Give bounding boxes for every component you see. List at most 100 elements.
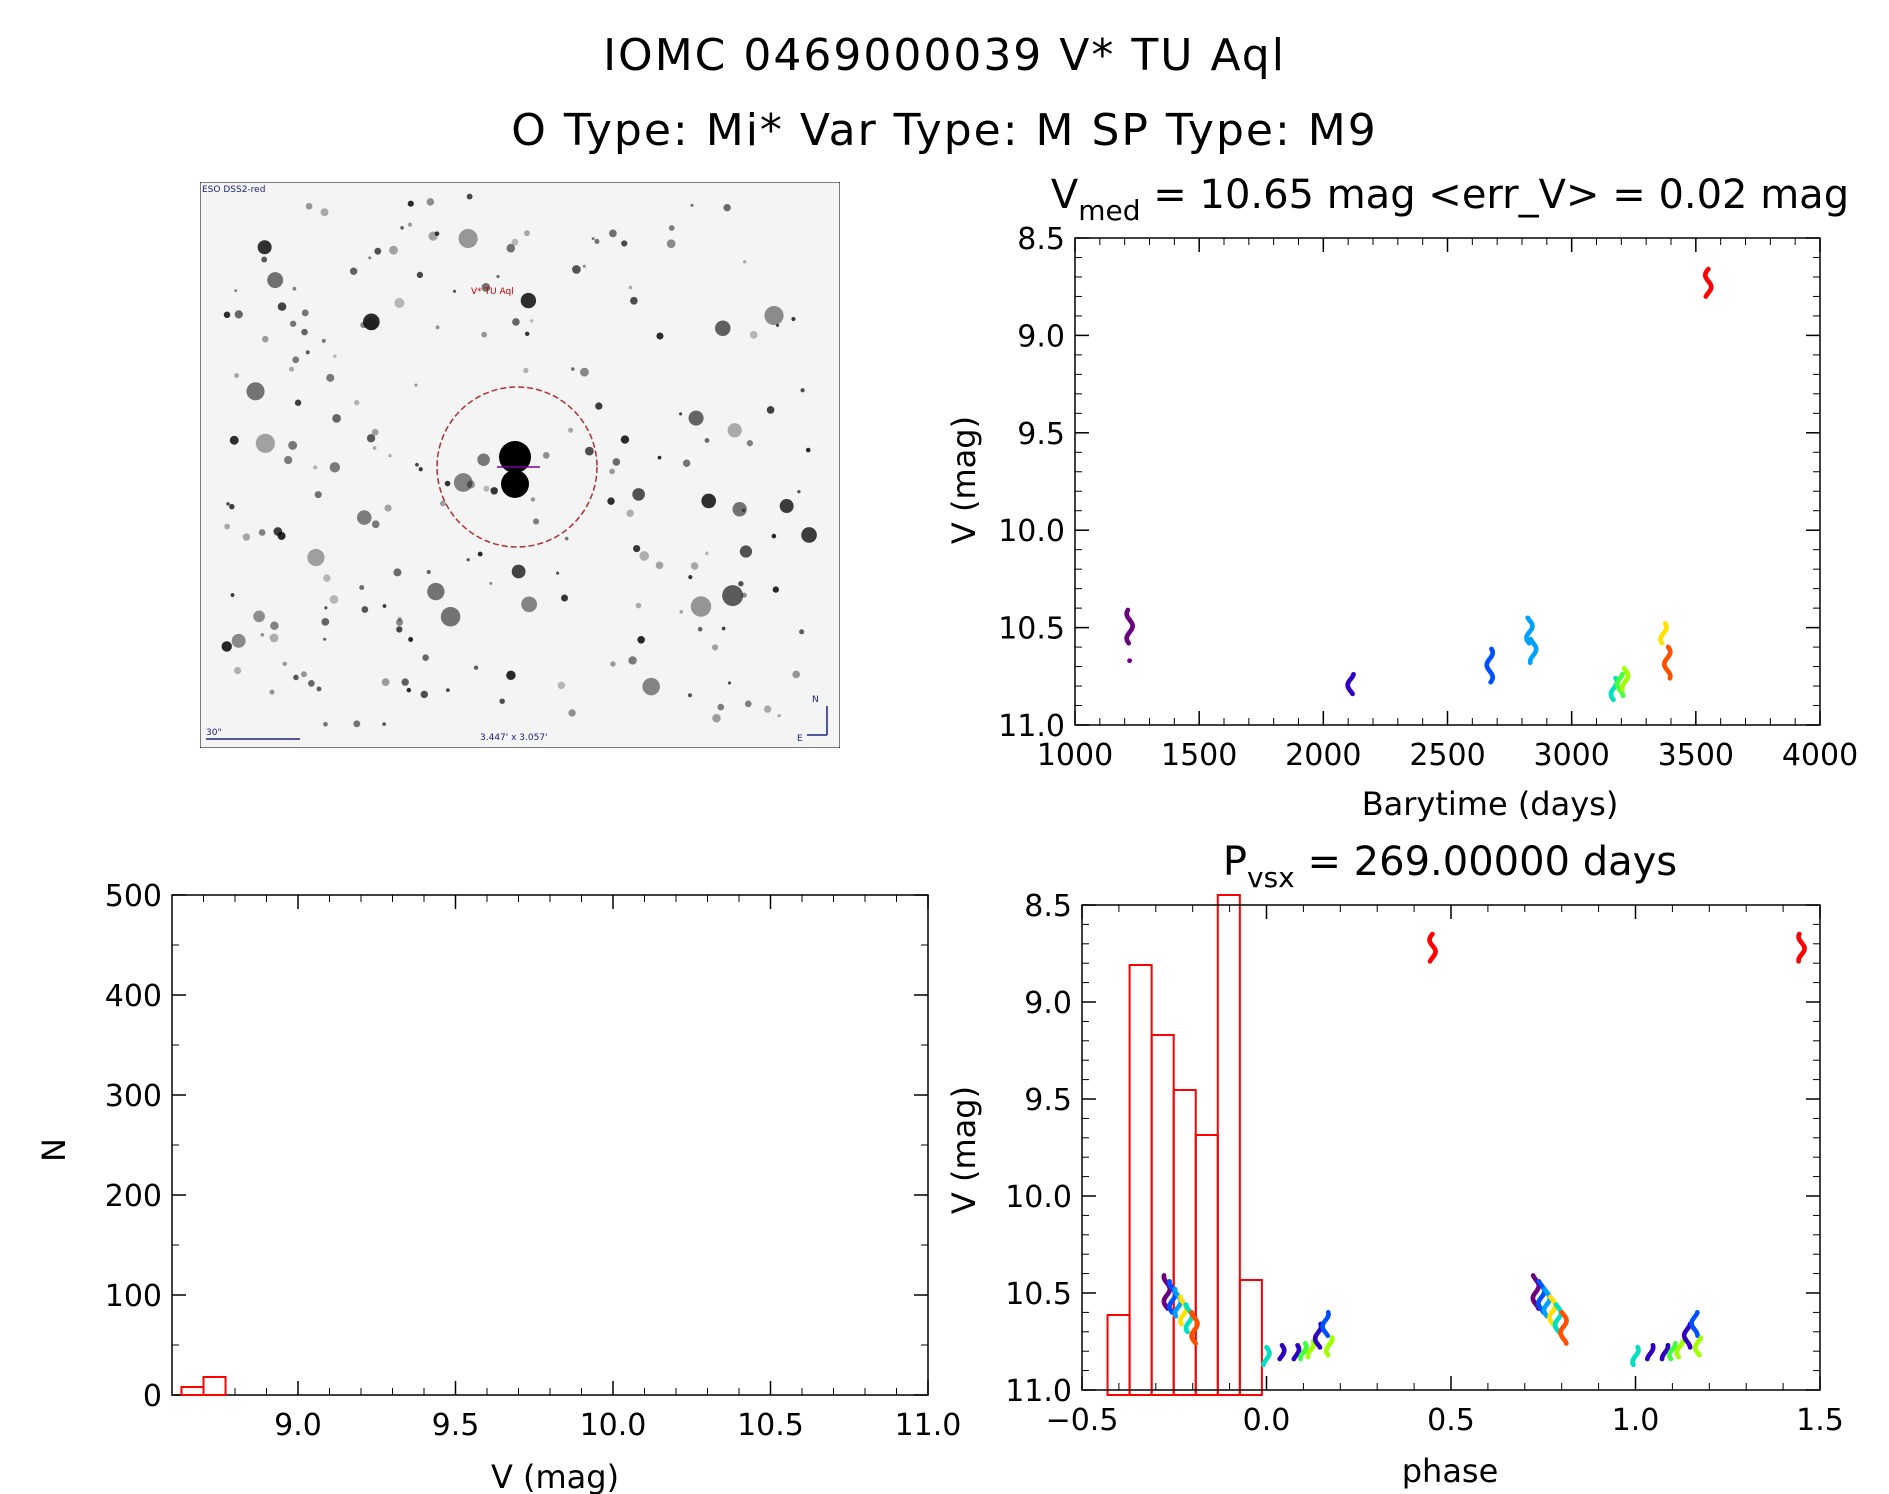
histogram-bar (1128, 964, 1153, 1396)
star (223, 311, 231, 319)
star (371, 428, 379, 436)
star (655, 561, 664, 570)
lc-point (1667, 675, 1673, 681)
star (571, 367, 575, 371)
star (717, 703, 725, 711)
hist-ytick-label: 200 (105, 1179, 162, 1214)
star (360, 321, 367, 329)
star (320, 208, 329, 217)
light-curve-axes: 1000 1500 2000 2500 3000 3500 4000 8.5 9.0 9.5 10.… (998, 222, 1858, 773)
star (496, 274, 500, 279)
star (257, 240, 272, 255)
star (288, 366, 294, 372)
star (316, 686, 322, 692)
star (458, 228, 478, 249)
star (679, 609, 684, 614)
star (530, 497, 536, 502)
star (727, 423, 742, 438)
star (289, 320, 297, 327)
star (712, 714, 721, 723)
star (639, 551, 650, 561)
star (362, 313, 380, 331)
star (805, 447, 811, 453)
ph-point (1630, 1362, 1636, 1368)
star (739, 545, 753, 558)
survey-label: ESO DSS2-red (202, 185, 265, 195)
star (231, 633, 246, 648)
lc-xtick-label: 1000 (1037, 738, 1113, 773)
star (743, 260, 747, 264)
star (323, 637, 327, 641)
star (300, 671, 307, 678)
lc-point (1488, 679, 1494, 685)
star (414, 383, 418, 387)
star (324, 606, 328, 610)
histogram-bars (180, 894, 1263, 1396)
ph-ytick-label: 10.5 (1005, 1277, 1072, 1312)
star (744, 700, 752, 708)
star (415, 462, 419, 467)
star (269, 689, 275, 695)
star (452, 289, 457, 293)
target-star (499, 441, 531, 473)
target-label: V* TU Aql (471, 287, 514, 297)
star (234, 310, 243, 319)
star (372, 446, 377, 450)
ph-ytick-label: 10.0 (1005, 1180, 1072, 1215)
star (230, 593, 235, 597)
ph-point (1644, 1356, 1650, 1362)
star (473, 665, 479, 670)
hist-ytick-label: 300 (105, 1079, 162, 1114)
histogram-bar (202, 1376, 227, 1396)
ph-point (1179, 1321, 1184, 1327)
star (307, 679, 315, 687)
star (635, 602, 642, 609)
star (292, 286, 297, 291)
star (777, 714, 781, 718)
star (637, 635, 645, 644)
star (426, 569, 431, 575)
star (301, 309, 309, 317)
ph-point (1193, 1341, 1199, 1346)
star (255, 433, 275, 453)
star (763, 705, 772, 713)
star (630, 296, 638, 305)
companion-star (501, 470, 529, 498)
star (466, 480, 476, 489)
star (224, 523, 231, 530)
star (690, 203, 694, 207)
star (253, 610, 265, 623)
star (609, 468, 616, 475)
star (440, 606, 461, 627)
lc-xtick-label: 4000 (1782, 738, 1858, 773)
star (490, 487, 498, 495)
north-label: N (812, 695, 819, 705)
histogram-ylabel: N (35, 1138, 73, 1162)
star (445, 688, 450, 693)
star (422, 654, 429, 661)
star (407, 200, 414, 207)
star (381, 678, 390, 687)
ph-point (1676, 1354, 1682, 1360)
star (394, 297, 405, 308)
star (234, 289, 238, 293)
hist-ytick-label: 100 (105, 1279, 162, 1314)
star (657, 455, 662, 460)
histogram-bar (1238, 1279, 1263, 1396)
star (353, 720, 361, 728)
ph-point (1298, 1356, 1303, 1362)
star (301, 328, 308, 336)
lc-point (1703, 294, 1709, 299)
ph-point (1668, 1356, 1674, 1362)
star (688, 410, 704, 426)
star (621, 240, 628, 247)
phased-ylabel: V (mag) (945, 1086, 983, 1214)
star (292, 356, 300, 364)
star (329, 595, 339, 604)
star (656, 332, 664, 340)
star (557, 681, 566, 690)
star (477, 453, 490, 466)
hist-ytick-label: 400 (105, 979, 162, 1014)
lc-ytick-label: 10.0 (998, 514, 1065, 549)
star (511, 564, 526, 579)
